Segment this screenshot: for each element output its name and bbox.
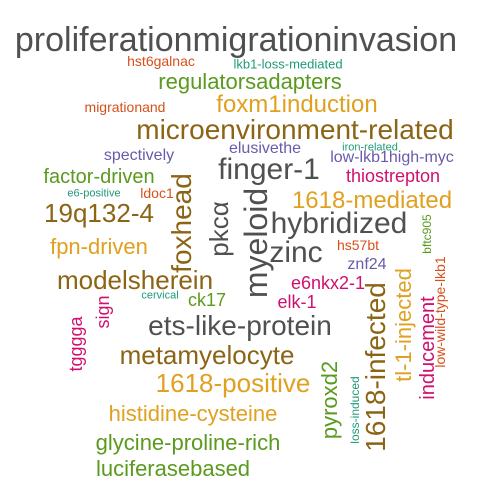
word-microenvironment-related: microenvironment-related: [136, 114, 454, 145]
word-modelsherein: modelsherein: [56, 265, 214, 295]
word-ldoc1: ldoc1: [140, 185, 174, 201]
word-hybridized: hybridized: [270, 207, 408, 240]
word-regulatorsadapters: regulatorsadapters: [158, 69, 342, 94]
word-sign: sign: [93, 295, 113, 329]
word-tl-1-injected: tl-1-injected: [391, 268, 416, 382]
word-bftc905: bftc905: [420, 214, 434, 254]
word-loss-induced: loss-induced: [348, 376, 362, 444]
word-foxm1induction: foxm1induction: [216, 91, 378, 118]
word-factor-driven: factor-driven: [43, 166, 155, 188]
word-pyroxd2: pyroxd2: [317, 360, 342, 440]
word-inducement: inducement: [417, 296, 439, 400]
word-hst6galnac: hst6galnac: [127, 53, 195, 69]
word-zinc: zinc: [269, 236, 323, 269]
word-spectively: spectively: [103, 147, 175, 164]
word-fpn-driven: fpn-driven: [50, 234, 148, 259]
word-e6-positive: e6-positive: [67, 187, 121, 200]
word-migrationand: migrationand: [84, 99, 166, 115]
word-1618-positive: 1618-positive: [155, 368, 311, 398]
word-pkca: pkcα: [204, 201, 234, 257]
word-hs57bt: hs57bt: [336, 237, 380, 253]
word-histidine-cysteine: histidine-cysteine: [108, 401, 278, 426]
word-cervical: cervical: [141, 289, 179, 302]
word-proliferationmigrationinvasion: proliferationmigrationinvasion: [14, 21, 458, 59]
word-19q132-4: 19q132-4: [44, 198, 154, 228]
word-lkb1-loss-mediated: lkb1-loss-mediated: [233, 56, 343, 72]
word-myeloid: myeloid: [238, 187, 274, 299]
word-1618-infected: 1618-infected: [360, 282, 391, 452]
word-znf24: znf24: [347, 256, 387, 273]
word-luciferasebased: luciferasebased: [95, 456, 251, 481]
word-metamyelocyte: metamyelocyte: [119, 340, 295, 370]
word-thiostrepton: thiostrepton: [345, 166, 441, 186]
word-tggggа: tggggа: [66, 316, 86, 372]
word-elk-1: elk-1: [277, 292, 317, 312]
word-iron-related: iron-related: [342, 141, 398, 154]
word-low-lkb1high-myc: low-lkb1high-myc: [330, 149, 454, 166]
word-foxhead: foxhead: [166, 173, 197, 273]
word-ck17: ck17: [187, 290, 227, 310]
word-e6nkx2-1: e6nkx2-1: [290, 273, 366, 293]
word-elusivethe: elusivethe: [228, 140, 302, 157]
word-glycine-proline-rich: glycine-proline-rich: [95, 430, 281, 455]
word-1618-mediated: 1618-mediated: [291, 187, 453, 214]
word-ets-like-protein: ets-like-protein: [148, 310, 332, 341]
word-finger-1: finger-1: [218, 153, 320, 186]
